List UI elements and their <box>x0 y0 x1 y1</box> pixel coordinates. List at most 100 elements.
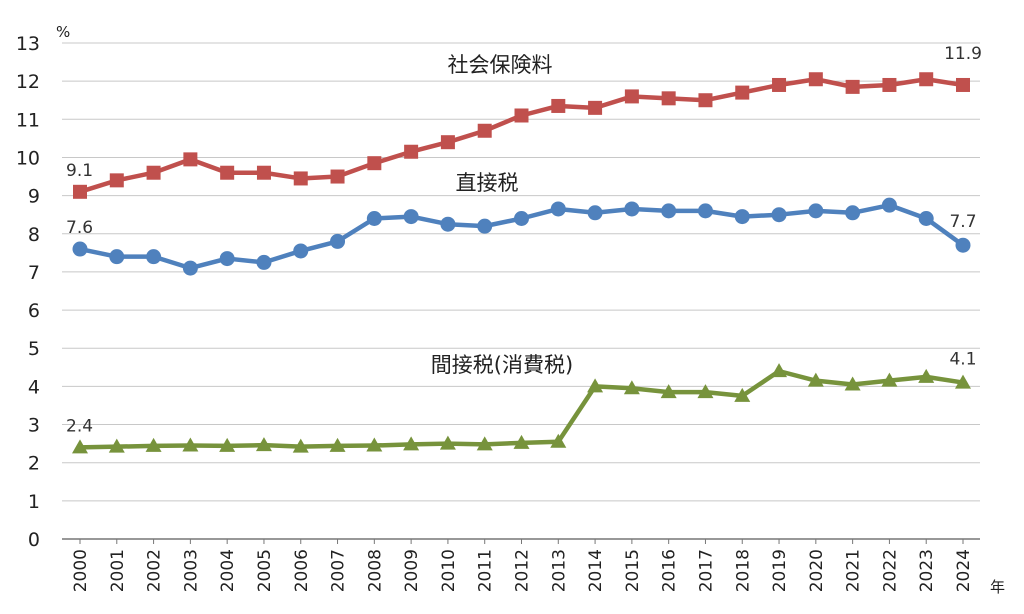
x-tick-label: 2019 <box>770 549 790 592</box>
data-point <box>183 152 198 167</box>
data-point <box>623 380 640 395</box>
x-axis-unit: 年 <box>990 578 1005 596</box>
data-point <box>293 171 308 186</box>
data-point <box>476 436 493 451</box>
series-name-label: 間接税(消費税) <box>431 353 573 377</box>
data-point <box>182 437 199 452</box>
y-tick-label: 0 <box>28 529 40 551</box>
y-tick-label: 4 <box>28 376 40 398</box>
data-point <box>145 437 162 452</box>
data-point <box>808 72 823 87</box>
data-point <box>109 173 124 188</box>
x-tick-label: 2013 <box>549 549 569 592</box>
data-point <box>439 435 456 450</box>
x-tick-label: 2008 <box>365 549 385 592</box>
data-point <box>697 384 714 399</box>
data-point <box>72 439 88 454</box>
data-point <box>513 434 530 449</box>
data-point <box>146 249 162 265</box>
y-axis-unit: % <box>56 23 70 41</box>
data-point <box>587 205 603 221</box>
labels-layer: 社会保険料 9.1 11.9 直接税 7.6 7.7 間接税(消費税) 2.4 4.1 <box>66 44 982 436</box>
y-tick-label: 12 <box>16 71 40 93</box>
x-tick-label: 2007 <box>329 549 349 592</box>
y-tick-label: 2 <box>28 453 40 475</box>
start-value-label: 7.6 <box>66 218 93 238</box>
data-point <box>514 108 529 123</box>
x-tick-label: 2010 <box>439 549 459 592</box>
x-tick-label: 2023 <box>917 549 937 592</box>
data-point <box>514 211 529 227</box>
data-point <box>108 438 125 453</box>
data-point <box>587 378 604 393</box>
data-point <box>550 433 567 448</box>
data-point <box>955 237 971 253</box>
data-point <box>808 203 824 219</box>
series-0 <box>73 72 970 199</box>
end-value-label: 4.1 <box>949 350 976 370</box>
data-point <box>477 218 493 234</box>
x-tick-label: 2020 <box>807 549 827 592</box>
x-tick-label: 2012 <box>513 549 533 592</box>
data-point <box>146 165 161 180</box>
x-tick-label: 2006 <box>292 549 312 592</box>
y-tick-label: 6 <box>28 300 40 322</box>
data-point <box>734 387 751 402</box>
data-point <box>366 437 383 452</box>
x-tick-label: 2001 <box>108 549 128 592</box>
series-2 <box>72 363 971 454</box>
series-layer <box>72 72 971 454</box>
x-tick-label: 2004 <box>218 549 238 592</box>
data-point <box>330 233 346 249</box>
x-tick-label: 2022 <box>880 549 900 592</box>
x-tick-label: 2016 <box>660 549 680 592</box>
y-tick-label: 9 <box>28 186 40 208</box>
x-tick-label: 2017 <box>696 549 716 592</box>
data-point <box>73 184 87 199</box>
x-tick-label: 2018 <box>733 549 753 592</box>
data-point <box>882 77 897 92</box>
series-1 <box>72 197 971 276</box>
data-point <box>845 79 860 94</box>
x-tick-label: 2021 <box>844 549 864 592</box>
x-tick-label: 2003 <box>181 549 201 592</box>
data-point <box>624 89 639 104</box>
data-point <box>255 437 272 452</box>
x-tick-label: 2005 <box>255 549 275 592</box>
data-point <box>588 100 603 115</box>
data-point <box>734 209 750 225</box>
start-value-label: 2.4 <box>66 416 93 436</box>
series-line <box>79 76 964 194</box>
data-point <box>919 72 934 87</box>
y-tick-label: 5 <box>28 338 40 360</box>
data-point <box>367 156 382 171</box>
y-tick-label: 11 <box>16 109 40 131</box>
data-point <box>807 372 824 387</box>
data-point <box>72 241 88 257</box>
data-point <box>256 165 271 180</box>
data-point <box>256 254 272 270</box>
data-point <box>624 201 640 217</box>
series-name-label: 直接税 <box>456 171 519 195</box>
data-point <box>293 243 309 259</box>
x-tick-label: 2015 <box>623 549 643 592</box>
x-tick-label: 2011 <box>476 549 496 592</box>
start-value-label: 9.1 <box>66 161 93 181</box>
x-axis-ticks: 2000 2001 2002 2003 2004 2005 2006 2007 2008 2009… <box>71 539 974 592</box>
data-point <box>219 437 236 452</box>
data-point <box>550 201 566 217</box>
data-point <box>403 209 419 225</box>
data-point <box>697 203 713 219</box>
y-tick-label: 10 <box>16 147 40 169</box>
data-point <box>698 93 713 108</box>
y-tick-label: 13 <box>16 33 40 55</box>
data-point <box>955 374 971 389</box>
data-point <box>404 144 419 159</box>
data-point <box>881 372 898 387</box>
series-name-label: 社会保険料 <box>448 53 553 77</box>
data-point <box>330 169 345 184</box>
data-point <box>292 438 309 453</box>
x-tick-label: 2024 <box>954 549 974 592</box>
